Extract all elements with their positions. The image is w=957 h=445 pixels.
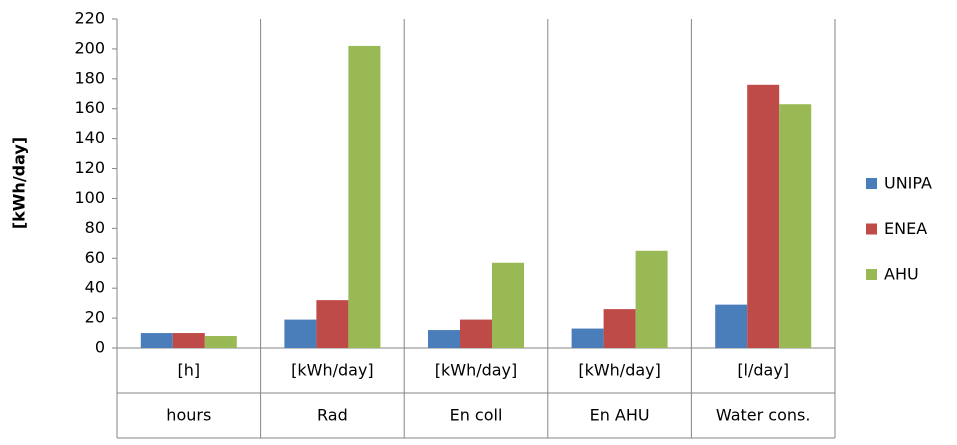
legend-swatch [866, 223, 877, 235]
x-tick-label: Rad [317, 406, 348, 425]
y-tick-label: 20 [85, 308, 105, 327]
unit-label: [l/day] [737, 361, 789, 380]
bar [204, 336, 237, 348]
bar [492, 262, 524, 348]
y-tick-label: 120 [74, 158, 105, 177]
bar [140, 333, 173, 348]
bar [747, 84, 780, 349]
bar [428, 330, 460, 348]
bar [779, 104, 812, 348]
x-tick-label: En AHU [590, 406, 650, 425]
bar [603, 309, 636, 348]
bar [316, 300, 349, 348]
legend-swatch [866, 178, 877, 189]
bar [172, 333, 205, 348]
y-tick-label: 80 [85, 218, 105, 237]
bar [715, 304, 748, 348]
y-tick-label: 40 [85, 278, 105, 297]
y-tick-label: 0 [95, 338, 105, 357]
unit-label: [kWh/day] [435, 361, 518, 380]
x-tick-label: En coll [450, 406, 503, 425]
y-tick-label: 60 [85, 248, 105, 267]
y-tick-label: 220 [74, 9, 105, 28]
bar [284, 319, 317, 348]
y-tick-label: 180 [74, 68, 105, 87]
bar [460, 319, 492, 348]
y-axis-label: [kWh/day] [10, 137, 29, 229]
y-tick-label: 100 [74, 188, 105, 207]
y-tick-label: 200 [74, 38, 105, 57]
x-tick-label: Water cons. [716, 406, 811, 425]
y-tick-label: 160 [74, 98, 105, 117]
y-tick-label: 140 [74, 128, 105, 147]
legend-label: AHU [884, 265, 919, 284]
legend-label: ENEA [884, 219, 927, 238]
bar [571, 328, 604, 348]
x-tick-label: hours [166, 406, 211, 425]
legend-swatch [866, 269, 877, 280]
unit-label: [kWh/day] [578, 361, 661, 380]
unit-label: [h] [177, 361, 200, 380]
legend-label: UNIPA [884, 174, 932, 193]
unit-label: [kWh/day] [291, 361, 374, 380]
bar [635, 250, 668, 348]
bar [348, 45, 381, 348]
